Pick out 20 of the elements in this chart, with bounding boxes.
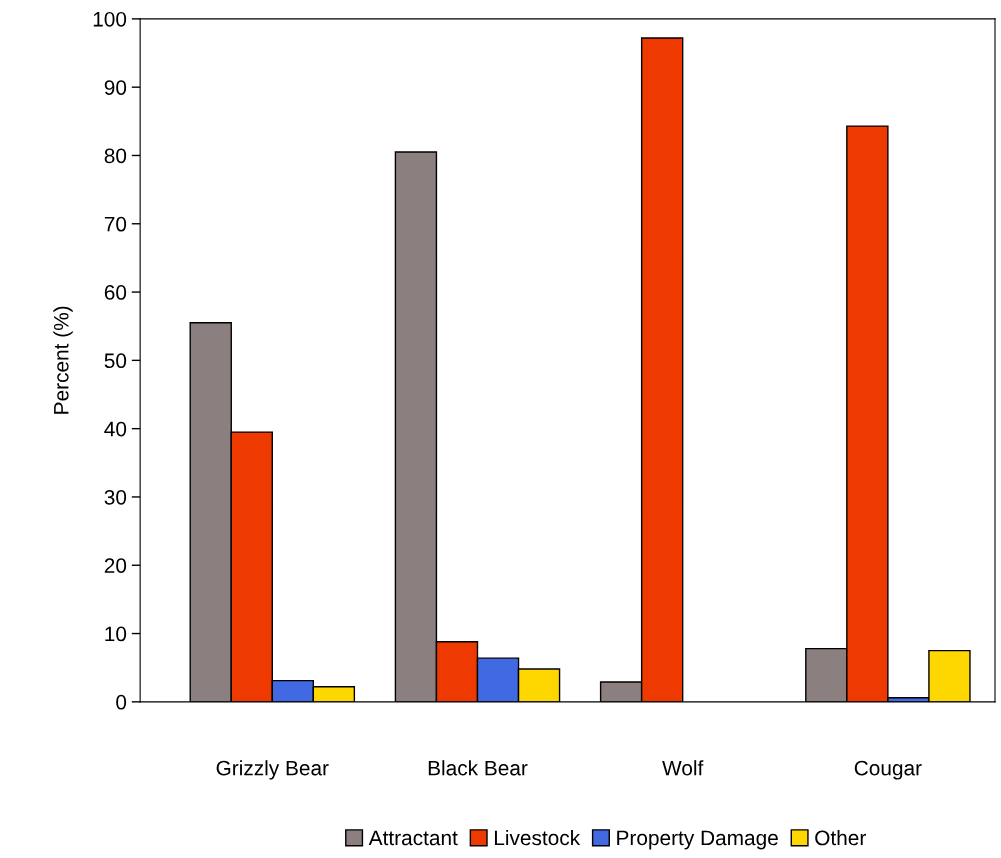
legend-label: Attractant bbox=[368, 830, 458, 846]
x-tick-label: Black Bear bbox=[428, 760, 528, 776]
y-tick-label: 100 bbox=[93, 11, 127, 27]
y-tick-label: 90 bbox=[104, 80, 127, 95]
y-tick-label: 70 bbox=[104, 216, 127, 232]
y-tick-label: 50 bbox=[104, 353, 127, 369]
legend-label: Property Damage bbox=[617, 830, 778, 850]
legend-label: Livestock bbox=[494, 829, 581, 846]
y-tick-label: 10 bbox=[105, 626, 127, 642]
y-tick-label: 60 bbox=[104, 285, 127, 300]
y-tick-label: 80 bbox=[104, 148, 127, 164]
x-tick-label: Cougar bbox=[854, 760, 922, 780]
y-tick-label: 20 bbox=[104, 558, 127, 573]
y-tick-label: 0 bbox=[116, 694, 127, 710]
x-tick-label: Wolf bbox=[662, 760, 704, 776]
y-tick-label: 40 bbox=[104, 421, 127, 437]
y-axis-title: Percent (%) bbox=[53, 306, 73, 414]
legend-label: Other bbox=[815, 829, 866, 846]
x-tick-label: Grizzly Bear bbox=[216, 760, 329, 780]
y-tick-label: 30 bbox=[104, 489, 127, 505]
